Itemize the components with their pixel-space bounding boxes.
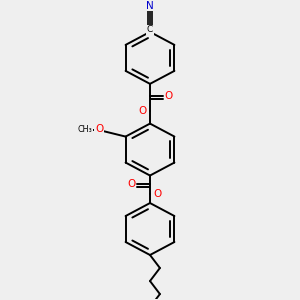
Text: O: O <box>164 91 173 101</box>
Text: O: O <box>95 124 103 134</box>
Text: O: O <box>153 189 161 199</box>
Text: O: O <box>139 106 147 116</box>
Text: C: C <box>147 25 153 34</box>
Text: N: N <box>146 1 154 10</box>
Text: O: O <box>127 179 136 189</box>
Text: CH₃: CH₃ <box>77 125 92 134</box>
